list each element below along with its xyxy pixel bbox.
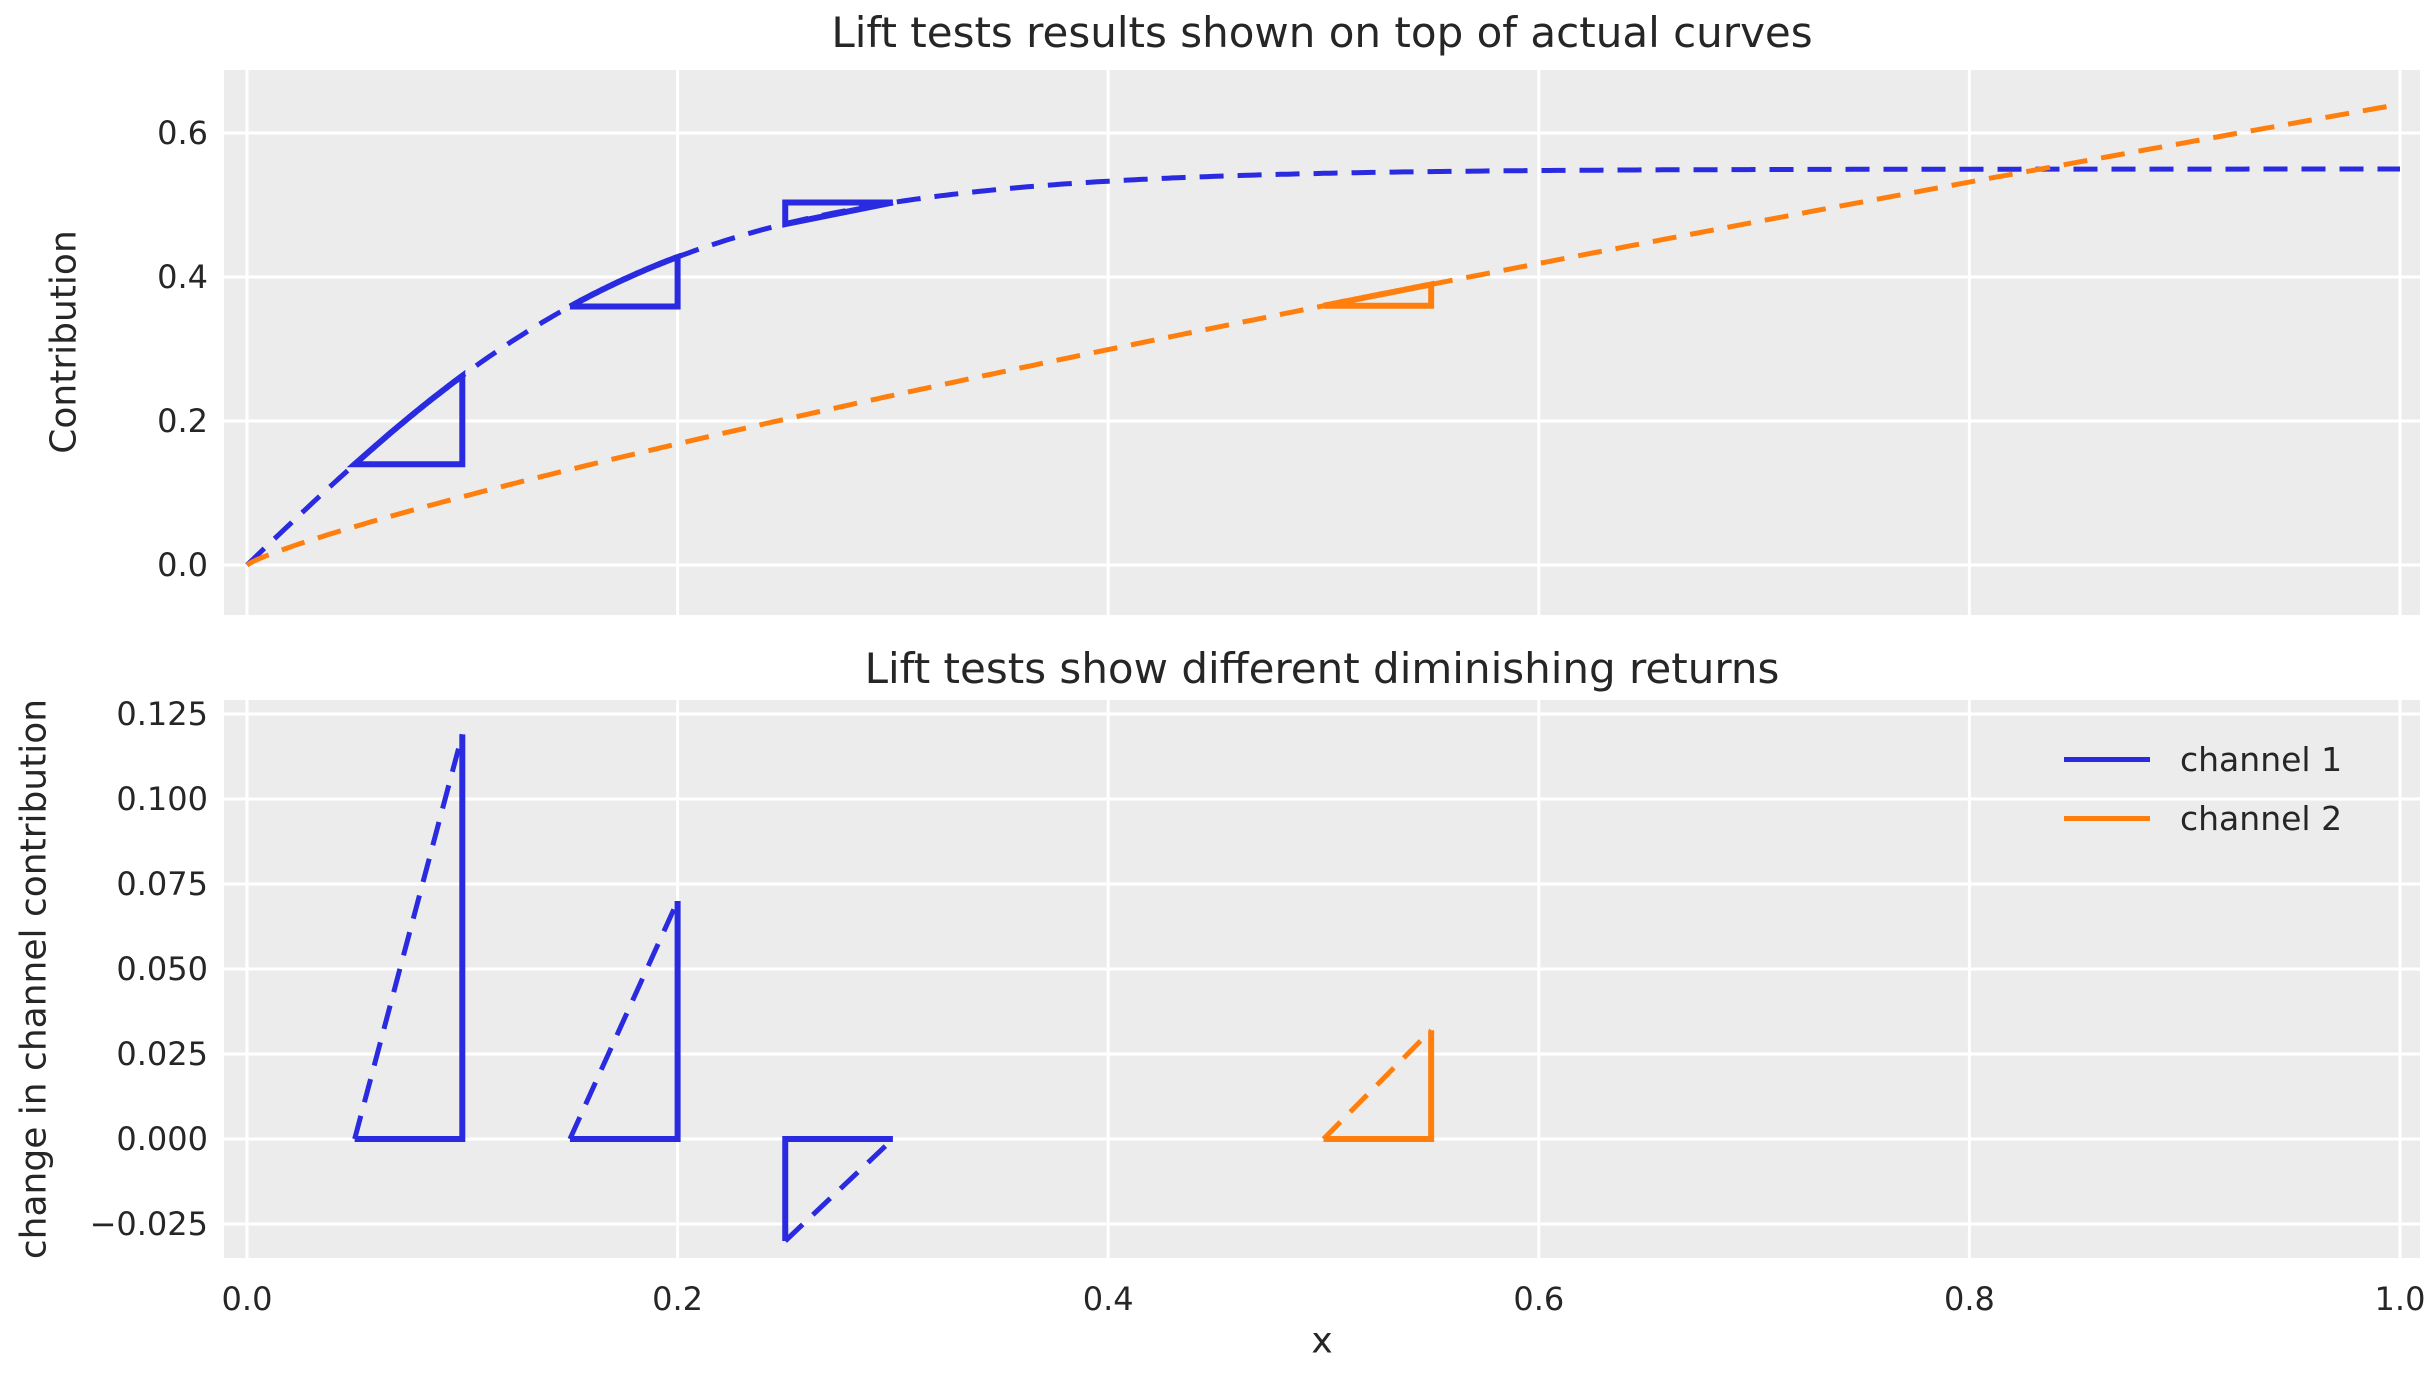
x-tick-label: 0.8	[1944, 1280, 1995, 1318]
lift-triangle-edges	[354, 734, 466, 1142]
legend-entry-channel1: channel 1	[2064, 740, 2342, 779]
channel2-line-swatch	[2064, 816, 2150, 821]
lift-triangle-edges	[1323, 1030, 1435, 1142]
x-tick-label: 0.6	[1513, 1280, 1564, 1318]
top-y-axis-label: Contribution	[43, 230, 85, 454]
plot-area	[224, 70, 2420, 615]
y-tick-label: 0.4	[157, 258, 208, 296]
legend-entry-channel2: channel 2	[2064, 799, 2342, 838]
gridlines	[224, 70, 2420, 615]
top-plot: 0.0 0.2 0.4 0.6	[157, 70, 2420, 615]
lift-triangle-hypotenuse	[352, 733, 465, 1140]
lift-test-marker	[782, 199, 894, 228]
y-tick-label: 0.2	[157, 402, 208, 440]
y-tick-label: 0.025	[116, 1035, 208, 1073]
y-tick-label: 0.100	[116, 780, 208, 818]
bottom-plot: −0.025 0.000 0.025 0.050 0.075 0.100 0.125 0.0 0…	[90, 695, 2426, 1318]
y-tick-label: −0.025	[90, 1205, 208, 1243]
x-tick-label: 0.0	[222, 1280, 273, 1318]
x-axis-label: x	[1311, 1320, 1333, 1362]
x-tick-label: 0.4	[1083, 1280, 1134, 1318]
y-tick-label: 0.075	[116, 865, 208, 903]
plot-area	[224, 700, 2420, 1258]
y-tick-label: 0.125	[116, 695, 208, 733]
lift-triangle-hypotenuse	[783, 1137, 895, 1243]
gridlines	[224, 700, 2420, 1258]
lift-triangle-hypotenuse	[1321, 1028, 1433, 1141]
y-tick-label: 0.000	[116, 1120, 208, 1158]
lift-test-marker	[1322, 280, 1435, 309]
y-tick-label: 0.0	[157, 546, 208, 584]
lift-triangle-edges	[569, 901, 681, 1142]
y-tick-label: 0.050	[116, 950, 208, 988]
legend-label-channel2: channel 2	[2180, 799, 2343, 838]
x-tick-label: 1.0	[2375, 1280, 2426, 1318]
top-plot-title: Lift tests results shown on top of actua…	[831, 8, 1813, 57]
y-tick-label: 0.6	[157, 114, 208, 152]
bottom-plot-title: Lift tests show different diminishing re…	[864, 644, 1780, 693]
lift-triangle-hypotenuse	[567, 899, 680, 1141]
x-tick-label: 0.2	[652, 1280, 703, 1318]
lift-test-marker	[568, 252, 681, 310]
lift-triangle-edges	[782, 1136, 893, 1241]
bottom-y-axis-label: change in channel contribution	[13, 698, 55, 1260]
channel1-line-swatch	[2064, 757, 2150, 762]
lift-test-marker	[346, 369, 466, 468]
legend-label-channel1: channel 1	[2180, 740, 2343, 779]
